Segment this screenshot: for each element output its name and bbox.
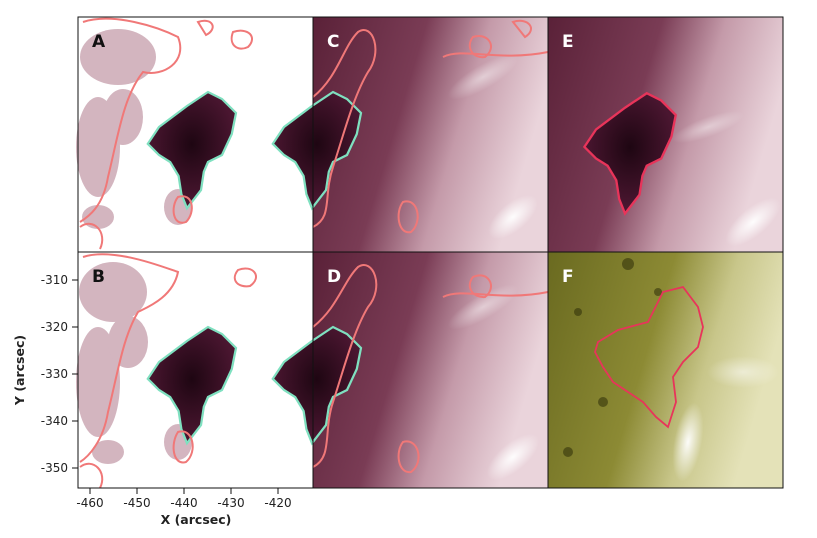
- x-tick-label: -450: [123, 496, 150, 510]
- y-tick-label: -310: [41, 273, 68, 287]
- panel-a: A: [76, 17, 313, 252]
- panel-borders: [77, 16, 784, 489]
- panel-f: F: [548, 252, 783, 488]
- x-tick-label: -460: [76, 496, 103, 510]
- y-axis-title: Y (arcsec): [12, 335, 27, 406]
- panel-b: B: [76, 252, 313, 489]
- x-axis: -460 -450 -440 -430 -420 X (arcsec): [76, 488, 292, 527]
- panel-label-c: C: [327, 32, 339, 52]
- x-tick-label: -440: [170, 496, 197, 510]
- panel-label-b: B: [92, 267, 105, 287]
- panel-label-e: E: [562, 32, 574, 52]
- panel-label-d: D: [327, 267, 341, 287]
- panel-label-a: A: [92, 32, 106, 52]
- y-axis: -310 -320 -330 -340 -350 Y (arcsec): [12, 273, 78, 475]
- x-tick-label: -420: [264, 496, 291, 510]
- y-tick-label: -350: [41, 461, 68, 475]
- panel-label-f: F: [562, 267, 574, 287]
- panel-c: C: [271, 17, 549, 252]
- panel-d: D: [271, 252, 549, 488]
- x-axis-title: X (arcsec): [161, 512, 232, 527]
- x-tick-label: -430: [217, 496, 244, 510]
- y-tick-label: -320: [41, 320, 68, 334]
- panel-e: E: [548, 17, 783, 252]
- y-tick-label: -330: [41, 367, 68, 381]
- y-tick-label: -340: [41, 414, 68, 428]
